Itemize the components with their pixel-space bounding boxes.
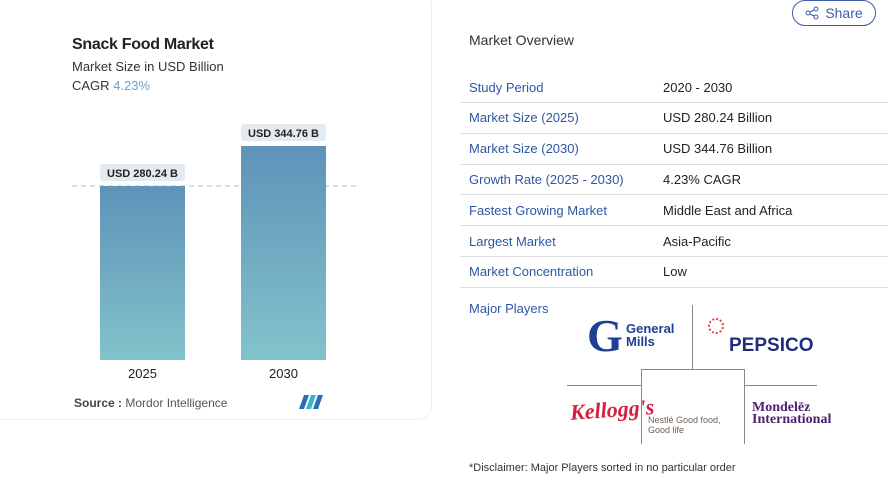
row-value: USD 280.24 Billion <box>663 110 773 126</box>
row-value: Low <box>663 264 687 280</box>
row-label: Market Size (2030) <box>469 141 579 157</box>
general-mills-logo: General Mills <box>626 321 675 349</box>
overview-title: Market Overview <box>469 32 575 48</box>
chart-card <box>0 0 432 420</box>
row-value: USD 344.76 Billion <box>663 141 773 157</box>
mondelez-logo: Mondelēz International <box>752 400 832 427</box>
row-label: Largest Market <box>469 233 556 249</box>
x-tick-label: 2030 <box>269 366 298 381</box>
overview-row: Market Concentration Low <box>460 257 888 288</box>
overview-row: Market Size (2025) USD 280.24 Billion <box>460 103 888 134</box>
row-value: Middle East and Africa <box>663 202 793 218</box>
chart-title: Snack Food Market <box>72 36 214 53</box>
data-label-bg <box>241 124 326 141</box>
pepsico-logo: PEPSICO <box>729 335 814 356</box>
overview-row: Growth Rate (2025 - 2030) 4.23% CAGR <box>460 164 888 196</box>
row-value: Asia-Pacific <box>663 233 731 249</box>
chart-subtitle: Market Size in USD Billion <box>72 59 224 74</box>
overview-row: Study Period 2020 - 2030 <box>460 72 888 103</box>
general-mills-logo-mark: G <box>587 310 623 361</box>
major-players-label: Major Players <box>469 301 549 316</box>
source-name: Mordor Intelligence <box>125 396 228 410</box>
row-value: 2020 - 2030 <box>663 79 733 95</box>
row-label: Fastest Growing Market <box>469 202 607 218</box>
bar-2030 <box>241 146 326 360</box>
nestle-logo: Nestlé Good food, Good life <box>648 415 721 435</box>
row-label: Market Size (2025) <box>469 110 579 126</box>
bar-2025 <box>100 186 185 360</box>
source-label: Source : <box>74 396 123 410</box>
disclaimer: *Disclaimer: Major Players sorted in no … <box>469 462 736 474</box>
overview-row: Fastest Growing Market Middle East and Af… <box>460 195 888 227</box>
bar-chart: USD 280.24 B 2025 USD 344.76 B 2030 <box>72 124 356 381</box>
pepsico-globe-icon <box>708 318 724 334</box>
overview-row: Largest Market Asia-Pacific <box>460 226 888 257</box>
data-label: USD 344.76 B <box>248 128 319 140</box>
data-label-bg <box>100 164 185 182</box>
cagr: CAGR 4.23% <box>72 78 150 93</box>
cagr-value: 4.23% <box>113 78 151 93</box>
row-label: Market Concentration <box>469 264 594 280</box>
kelloggs-logo: Kellogg's <box>569 394 656 425</box>
x-tick-label: 2025 <box>128 366 157 381</box>
overview-row: Market Size (2030) USD 344.76 Billion <box>460 134 888 165</box>
data-label: USD 280.24 B <box>107 168 178 180</box>
row-value: 4.23% CAGR <box>663 171 742 187</box>
share-button[interactable]: Share <box>792 0 876 26</box>
mordor-logo <box>299 395 323 409</box>
share-icon <box>805 6 819 20</box>
source: Source : Mordor Intelligence <box>74 396 227 410</box>
cagr-label: CAGR <box>72 78 110 93</box>
row-label: Study Period <box>469 79 544 95</box>
row-label: Growth Rate (2025 - 2030) <box>469 171 624 187</box>
share-label: Share <box>825 5 863 21</box>
